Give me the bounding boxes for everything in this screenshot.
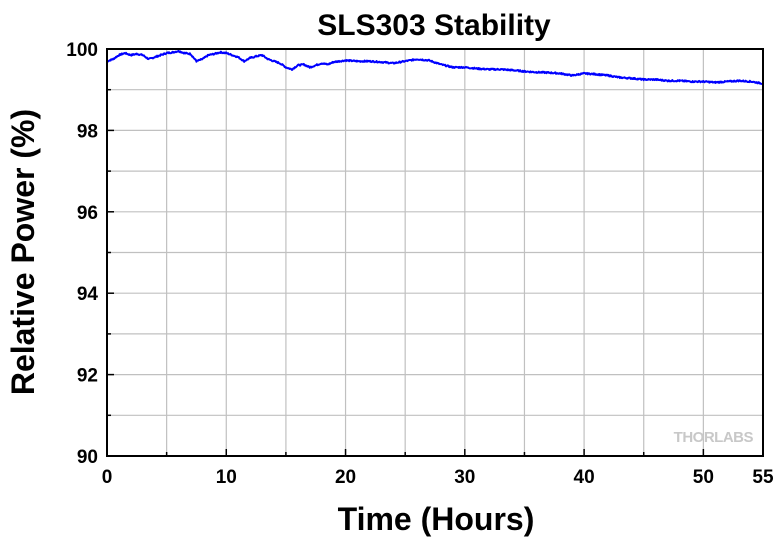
- y-tick-label: 94: [77, 284, 99, 305]
- x-tick-labels: 0 10 20 30 40 50 55: [102, 467, 774, 488]
- x-tick-label: 10: [216, 467, 237, 488]
- x-tick-label: 30: [454, 467, 475, 488]
- chart-title: SLS303 Stability: [317, 9, 551, 42]
- y-tick-label: 98: [77, 121, 98, 142]
- tick-layer: [107, 88, 705, 456]
- x-tick-label: 0: [102, 467, 113, 488]
- x-tick-label: 20: [335, 467, 356, 488]
- y-tick-label: 90: [77, 447, 98, 468]
- x-tick-label: 40: [574, 467, 595, 488]
- series-line: [106, 49, 764, 86]
- x-tick-label: 50: [693, 467, 714, 488]
- x-axis-label: Time (Hours): [338, 501, 535, 537]
- thorlabs-watermark: THORLABS: [674, 429, 754, 446]
- grid-layer: [107, 49, 763, 456]
- y-tick-label: 92: [77, 366, 98, 387]
- y-tick-labels: 90 92 94 96 98 100: [66, 40, 98, 468]
- series-layer: [106, 49, 764, 86]
- y-tick-label: 96: [77, 203, 98, 224]
- x-tick-label: 55: [752, 467, 774, 488]
- y-axis-label: Relative Power (%): [5, 109, 41, 395]
- y-tick-label: 100: [66, 40, 98, 61]
